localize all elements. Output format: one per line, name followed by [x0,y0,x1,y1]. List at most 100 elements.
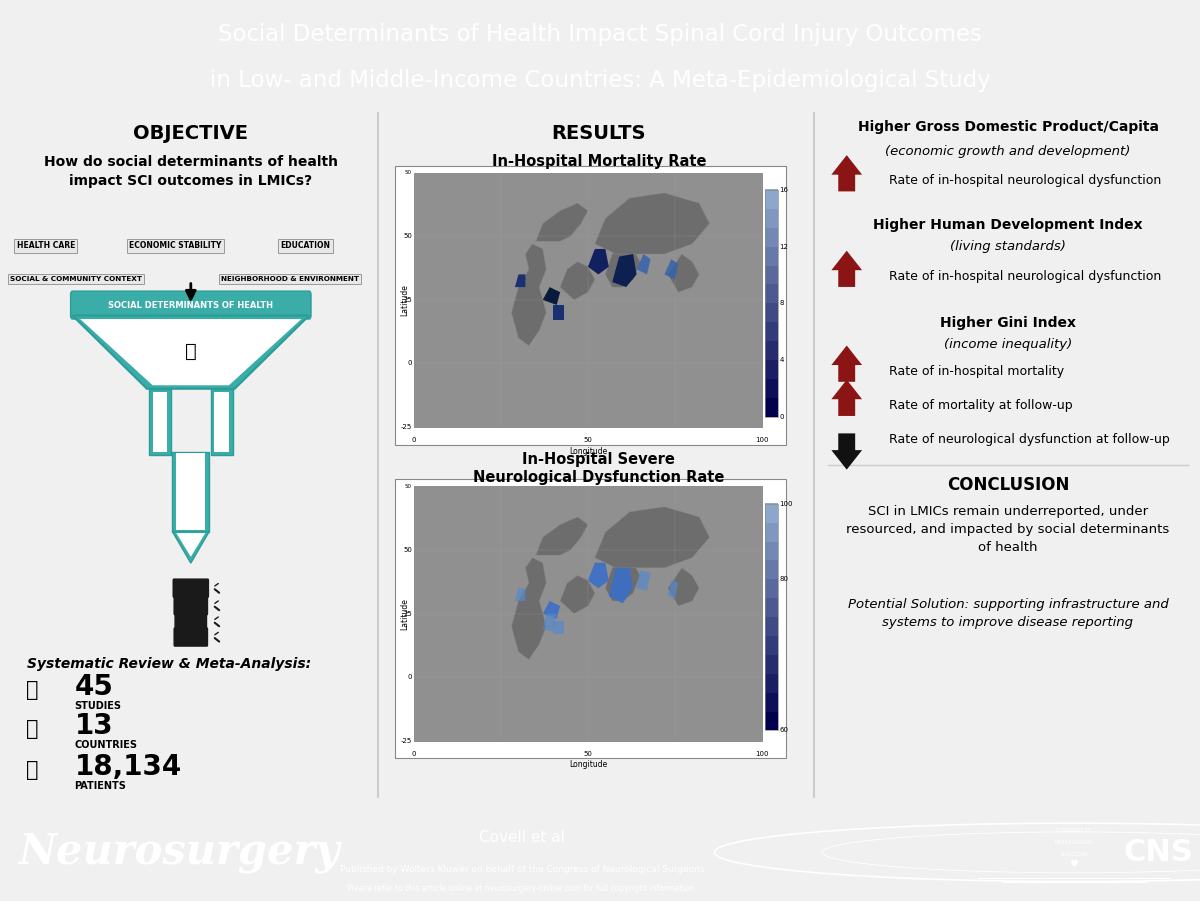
Polygon shape [72,315,310,388]
Polygon shape [605,555,640,601]
Bar [764,227,778,247]
Text: HEALTH CARE: HEALTH CARE [17,241,74,250]
Polygon shape [608,568,634,604]
Polygon shape [542,287,560,305]
Text: Rate of in-hospital neurological dysfunction: Rate of in-hospital neurological dysfunc… [889,175,1162,187]
Bar [764,597,778,617]
Text: 0: 0 [780,414,784,420]
Polygon shape [668,568,700,606]
Text: 50: 50 [583,751,593,757]
Text: 100: 100 [755,437,768,443]
Text: Social Determinants of Health Impact Spinal Cord Injury Outcomes: Social Determinants of Health Impact Spi… [218,23,982,46]
Text: 🦴: 🦴 [188,597,193,606]
Text: In-Hospital Severe
Neurological Dysfunction Rate: In-Hospital Severe Neurological Dysfunct… [473,451,725,485]
Polygon shape [173,532,209,563]
Text: 45: 45 [74,673,113,701]
Text: (living standards): (living standards) [950,241,1066,253]
Text: (income inequality): (income inequality) [944,338,1072,350]
Bar [764,673,778,693]
Polygon shape [612,254,636,287]
Text: In-Hospital Mortality Rate: In-Hospital Mortality Rate [492,154,706,168]
Text: Longitude: Longitude [569,760,607,769]
Polygon shape [542,614,557,632]
Text: Latitude: Latitude [400,597,409,630]
Text: 50: 50 [403,547,412,553]
Text: Latitude: Latitude [400,284,409,315]
Bar [764,190,778,416]
Text: COUNTRIES: COUNTRIES [74,740,138,751]
Bar [764,692,778,712]
FancyBboxPatch shape [395,166,786,444]
Text: 50: 50 [406,170,412,175]
Text: 60: 60 [780,727,788,733]
Text: 100: 100 [780,501,793,507]
Text: CNS: CNS [1123,838,1193,867]
Polygon shape [588,249,608,275]
Polygon shape [665,259,678,279]
Bar [414,487,762,741]
Bar [764,303,778,323]
Bar [764,359,778,379]
FancyArrowPatch shape [215,589,220,593]
Bar [764,522,778,542]
Text: SOCIAL & COMMUNITY CONTEXT: SOCIAL & COMMUNITY CONTEXT [11,277,143,282]
Text: Rate of in-hospital neurological dysfunction: Rate of in-hospital neurological dysfunc… [889,270,1162,283]
Bar [176,453,205,530]
Polygon shape [176,533,205,557]
Text: STUDIES: STUDIES [74,701,121,711]
Text: 0: 0 [408,360,412,367]
Text: 🌐: 🌐 [26,719,38,739]
FancyBboxPatch shape [395,479,786,759]
Text: Neurosurgery: Neurosurgery [18,832,340,873]
FancyArrowPatch shape [215,638,220,642]
Polygon shape [536,203,588,241]
Text: Longitude: Longitude [569,447,607,456]
Polygon shape [515,275,526,287]
Text: in Low- and Middle-Income Countries: A Meta-Epidemiological Study: in Low- and Middle-Income Countries: A M… [210,69,990,92]
Polygon shape [560,261,595,300]
Text: 50: 50 [403,233,412,239]
Polygon shape [560,576,595,614]
Bar [764,378,778,397]
Bar [764,397,778,416]
Polygon shape [595,506,709,568]
Polygon shape [832,433,862,469]
Bar [152,392,167,452]
Bar [764,284,778,304]
Text: ♥: ♥ [1069,859,1079,869]
FancyArrowPatch shape [215,623,220,626]
Text: -25: -25 [401,424,412,430]
Text: Rate of mortality at follow-up: Rate of mortality at follow-up [889,399,1073,412]
FancyArrowPatch shape [215,617,218,619]
Polygon shape [832,345,862,382]
Text: ECONOMIC STABILITY: ECONOMIC STABILITY [130,241,222,250]
Text: RESULTS: RESULTS [552,123,646,142]
Text: Rate of in-hospital mortality: Rate of in-hospital mortality [889,365,1064,378]
Bar [764,541,778,560]
Bar [764,503,778,523]
Text: Higher Human Development Index: Higher Human Development Index [874,218,1142,232]
Text: Published by Wolters Kluwer on behalf of the Congress of Neurological Surgeons: Published by Wolters Kluwer on behalf of… [340,865,704,874]
Text: Higher Gini Index: Higher Gini Index [940,315,1076,330]
Bar [764,711,778,731]
Bar [414,173,762,427]
Text: CONCLUSION: CONCLUSION [947,476,1069,494]
Polygon shape [832,155,862,191]
Text: SCI in LMICs remain underreported, under
resourced, and impacted by social deter: SCI in LMICs remain underreported, under… [846,505,1170,554]
Bar [764,635,778,655]
Text: 4: 4 [780,357,784,363]
Text: (economic growth and development): (economic growth and development) [886,145,1130,158]
Polygon shape [832,250,862,287]
Text: EDUCATION: EDUCATION [281,241,330,250]
Text: Please refer to this article online at neurosurgery-online.com for full copyrigh: Please refer to this article online at n… [347,884,697,893]
Bar [764,208,778,228]
Text: Covell et al: Covell et al [479,830,565,845]
Text: 25: 25 [403,296,412,303]
FancyArrowPatch shape [215,584,218,586]
Text: 50: 50 [406,484,412,489]
Text: 13: 13 [74,713,113,741]
Polygon shape [542,601,560,619]
Polygon shape [515,588,526,601]
Polygon shape [511,558,546,660]
Text: 0: 0 [408,674,412,680]
